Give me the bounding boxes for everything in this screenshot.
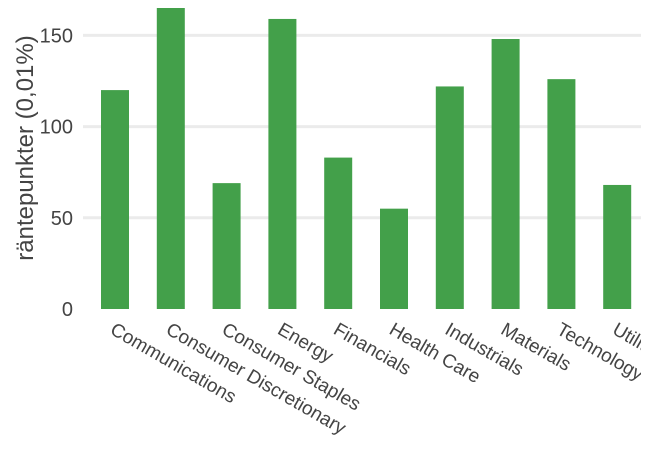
- y-tick-label: 100: [40, 117, 73, 139]
- bar-technology: [547, 79, 576, 310]
- bar-energy: [268, 18, 297, 309]
- bar-industrials: [435, 86, 464, 310]
- y-tick-label: 150: [40, 25, 73, 47]
- y-tick-label: 50: [51, 208, 73, 230]
- y-tick-labels: 0 50 100 150: [40, 25, 73, 321]
- y-tick-label: 0: [62, 299, 73, 321]
- bars: [101, 8, 632, 310]
- bar-consumer-staples: [212, 183, 241, 309]
- bar-communications: [101, 90, 129, 309]
- bar-materials: [491, 39, 520, 310]
- bar-health-care: [380, 208, 408, 309]
- bar-financials: [324, 157, 353, 309]
- bar-consumer-discretionary: [156, 8, 185, 309]
- y-axis-title: räntepunkter (0,01%): [12, 35, 39, 260]
- bar-utilities: [603, 184, 632, 309]
